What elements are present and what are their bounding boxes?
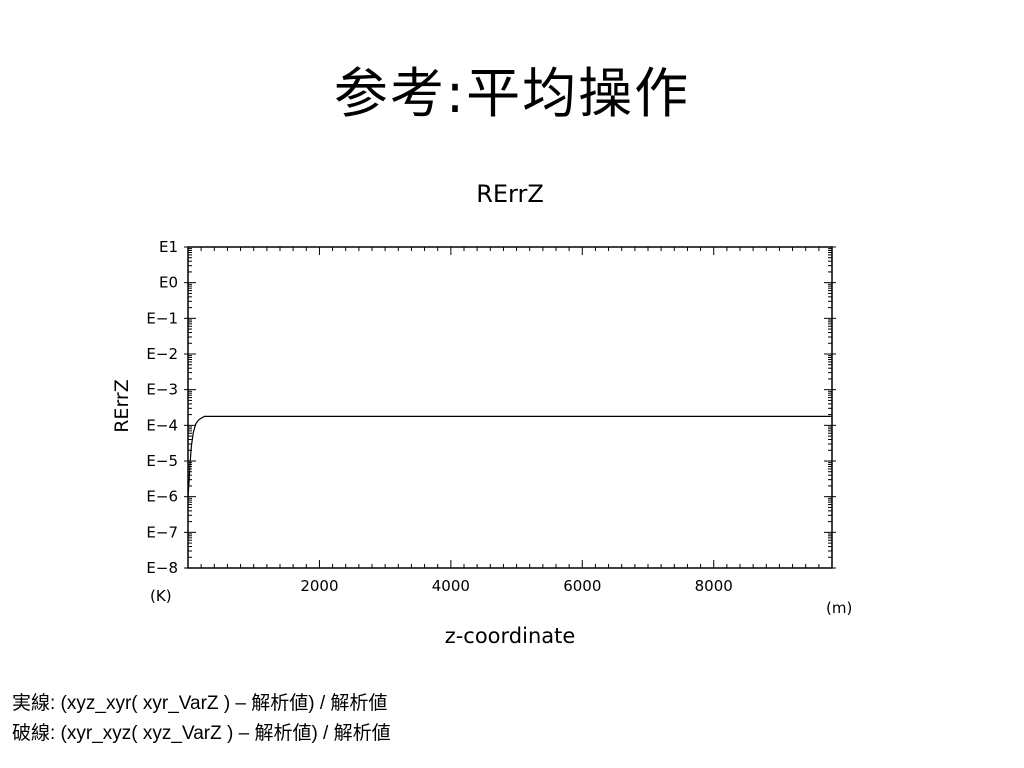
y-unit-label: (K) xyxy=(150,587,172,605)
slide-title: 参考:平均操作 xyxy=(333,62,691,125)
y-tick-label: E−7 xyxy=(146,523,178,541)
x-tick-label: 4000 xyxy=(432,577,470,595)
chart: RErrZ 2000 4000 6000 8000 E1 E0 E−1 E−2 E−3 E−4 E−… xyxy=(111,180,852,648)
series-line-0 xyxy=(187,415,832,497)
y-tick-label: E−4 xyxy=(146,416,178,434)
x-tick-label: 8000 xyxy=(695,577,733,595)
chart-title: RErrZ xyxy=(476,180,544,208)
x-axis-label: z-coordinate xyxy=(445,624,576,648)
y-tick-label: E−1 xyxy=(146,309,178,327)
x-tick-label: 6000 xyxy=(563,577,601,595)
y-tick-label: E1 xyxy=(159,238,178,256)
y-tick-label: E−5 xyxy=(146,452,178,470)
y-tick-label: E0 xyxy=(159,274,178,292)
y-tick-label: E−3 xyxy=(146,381,178,399)
x-tick-label: 2000 xyxy=(300,577,338,595)
y-tick-label: E−2 xyxy=(146,345,178,363)
plot-area: 2000 4000 6000 8000 E1 E0 E−1 E−2 E−3 E−4 E−5 E−6 E−… xyxy=(146,238,836,595)
y-axis-label: RErrZ xyxy=(111,379,133,433)
caption-solid-line: 実線: (xyz_xyr( xyr_VarZ ) – 解析値) / 解析値 xyxy=(12,693,388,714)
x-unit-label: (m) xyxy=(826,599,852,617)
y-tick-label: E−8 xyxy=(146,559,178,577)
plot-frame xyxy=(187,246,833,569)
y-tick-label: E−6 xyxy=(146,488,178,506)
caption-dashed-line: 破線: (xyr_xyz( xyz_VarZ ) – 解析値) / 解析値 xyxy=(12,723,391,744)
